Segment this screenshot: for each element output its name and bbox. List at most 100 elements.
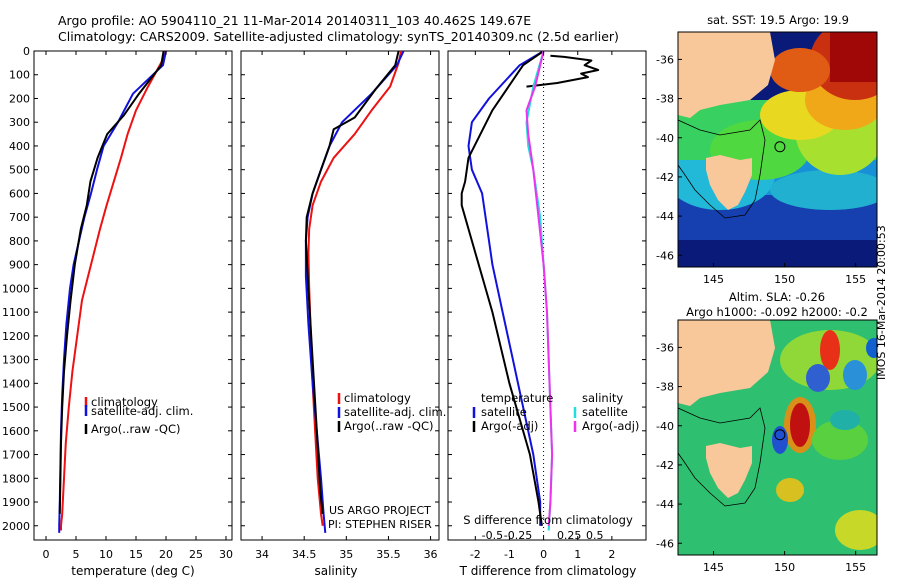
depth-tick-label: 200	[9, 92, 30, 105]
legend-label-satellite-salinity: satellite	[582, 405, 628, 419]
map-y-tick-label: -46	[656, 249, 674, 262]
legend-title-salinity: salinity	[582, 391, 623, 405]
map-y-tick-label: -44	[656, 498, 674, 511]
depth-tick-label: 800	[9, 235, 30, 248]
sla-map-title-line2: Argo h1000: -0.092 h2000: -0.2	[686, 305, 868, 319]
sst-map	[678, 32, 877, 267]
temperature-panel-frame	[33, 50, 233, 541]
salinity-x-axis: 34 34.5 35 35.5 36	[255, 51, 438, 561]
tasmania	[706, 443, 752, 498]
map-y-tick-label: -40	[656, 132, 674, 145]
series-line-climatology	[307, 51, 403, 526]
x-tick-label: 25	[189, 548, 203, 561]
series-line-t-argo-adj-	[460, 51, 545, 526]
figure-title-line1: Argo profile: AO 5904110_21 11-Mar-2014 …	[58, 13, 532, 28]
legend-label-argo: Argo(-adj)	[481, 419, 538, 433]
figure-title-line2: Climatology: CARS2009. Satellite-adjuste…	[58, 29, 619, 44]
map-x-tick-label: 150	[774, 561, 795, 574]
depth-tick-label: 1700	[2, 449, 30, 462]
top-tick-label: -0.5	[482, 529, 503, 542]
map-x-tick-label: 145	[703, 273, 724, 286]
sla-map-title-line1: Altim. SLA: -0.26	[729, 290, 825, 304]
legend-label-satellite: satellite-adj. clim.	[91, 404, 193, 418]
x-tick-label: 20	[159, 548, 173, 561]
map-y-tick-label: -42	[656, 459, 674, 472]
argo-position-marker	[774, 141, 786, 153]
salinity-panel-frame	[240, 50, 440, 541]
map-y-tick-label: -38	[656, 93, 674, 106]
depth-tick-label: 1100	[2, 306, 30, 319]
mainland-australia	[678, 32, 775, 118]
x-tick-label: 35.5	[376, 548, 401, 561]
temperature-difference-legend: temperature satellite Argo(-adj)	[472, 391, 553, 433]
tasmania	[706, 155, 752, 210]
map-y-tick-label: -42	[656, 171, 674, 184]
x-tick-label: -1	[504, 548, 515, 561]
depth-tick-label: 500	[9, 164, 30, 177]
x-tick-label: 34	[255, 548, 269, 561]
mainland-australia	[678, 320, 775, 406]
sla-map-axes: 145 150 155 -36 -38 -40 -42 -44 -46	[656, 341, 866, 574]
depth-tick-label: 1200	[2, 330, 30, 343]
series-line-s-argo-adj-	[525, 51, 554, 526]
x-tick-label: 2	[608, 548, 615, 561]
depth-tick-label: 100	[9, 69, 30, 82]
depth-tick-label: 400	[9, 140, 30, 153]
x-tick-label: 15	[129, 548, 143, 561]
difference-panel-frame	[447, 50, 647, 541]
x-tick-label: -2	[470, 548, 481, 561]
map-x-tick-label: 155	[845, 273, 866, 286]
x-tick-label: 5	[73, 548, 80, 561]
depth-axis: 0 100 200 300 400 500 600 700 800 900 1000 1100 1200…	[2, 45, 646, 533]
depth-tick-label: 1900	[2, 496, 30, 509]
x-tick-label: 34.5	[292, 548, 317, 561]
sla-map-frame	[677, 319, 878, 556]
depth-tick-label: 1000	[2, 282, 30, 295]
depth-tick-label: 1600	[2, 425, 30, 438]
legend-title-temperature: temperature	[481, 391, 553, 405]
series-line-satellite-adj-clim-	[304, 51, 405, 533]
salinity-difference-legend: salinity satellite Argo(-adj)	[573, 391, 639, 433]
depth-tick-label: 300	[9, 116, 30, 129]
series-line-argo-raw-qc-	[304, 51, 400, 515]
salinity-legend: climatology satellite-adj. clim. Argo(..…	[337, 391, 446, 433]
annotation-pi: PI: STEPHEN RISER	[328, 518, 432, 531]
x-tick-label: 0	[540, 548, 547, 561]
temperature-x-label: temperature (deg C)	[71, 564, 194, 578]
map-y-tick-label: -36	[656, 53, 674, 66]
map-x-tick-label: 155	[845, 561, 866, 574]
difference-x-label: T difference from climatology	[459, 564, 637, 578]
top-tick-label: 0.5	[586, 529, 604, 542]
legend-label-argo-salinity: Argo(-adj)	[582, 419, 639, 433]
legend-label-satellite: satellite-adj. clim.	[344, 405, 446, 419]
depth-tick-label: 1500	[2, 401, 30, 414]
depth-tick-label: 600	[9, 187, 30, 200]
temperature-x-axis: 0 5 10 15 20 25 30	[43, 51, 233, 561]
difference-top-label: S difference from climatology	[463, 513, 633, 527]
depth-tick-label: 700	[9, 211, 30, 224]
map-y-tick-label: -46	[656, 537, 674, 550]
map-y-tick-label: -40	[656, 420, 674, 433]
depth-tick-label: 1400	[2, 377, 30, 390]
depth-tick-label: 1300	[2, 354, 30, 367]
argo-position-marker	[774, 429, 786, 441]
annotation-project: US ARGO PROJECT	[329, 504, 431, 517]
x-tick-label: 35	[339, 548, 353, 561]
legend-label-argo: Argo(..raw -QC)	[344, 419, 434, 433]
x-tick-label: 36	[424, 548, 438, 561]
salinity-x-label: salinity	[314, 564, 357, 578]
sst-map-title: sat. SST: 19.5 Argo: 19.9	[707, 13, 849, 27]
legend-label-climatology: climatology	[344, 391, 411, 405]
map-x-tick-label: 150	[774, 273, 795, 286]
map-y-tick-label: -36	[656, 341, 674, 354]
legend-label-argo: Argo(..raw -QC)	[91, 422, 181, 436]
top-tick-label: -0.25	[504, 529, 532, 542]
legend-label-satellite: satellite	[481, 405, 527, 419]
legend-label-climatology: climatology	[91, 395, 158, 409]
sst-map-frame	[677, 31, 878, 268]
series-line-t-argo-raw-spike	[526, 54, 600, 88]
x-tick-label: 10	[99, 548, 113, 561]
series-line-argo-raw-qc-	[58, 51, 165, 514]
depth-tick-label: 900	[9, 259, 30, 272]
